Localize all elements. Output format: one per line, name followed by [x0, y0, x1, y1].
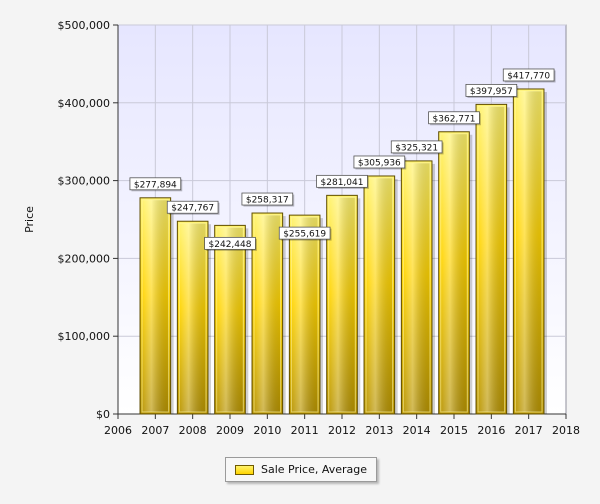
data-label-2008: $247,767	[171, 204, 214, 214]
y-tick-label: $0	[96, 408, 110, 421]
data-label-box	[278, 226, 331, 240]
y-tick-label: $400,000	[58, 97, 111, 110]
bar-highlight	[514, 90, 543, 413]
data-label-2013: $305,936	[358, 158, 401, 168]
bar-highlight	[178, 222, 207, 413]
x-tick-label: 2015	[440, 424, 468, 437]
data-label-box	[428, 111, 480, 125]
data-label-2015: $362,771	[433, 114, 476, 124]
bar-highlight	[440, 133, 468, 413]
bar-highlight	[253, 214, 282, 413]
data-label-box	[353, 155, 406, 169]
y-tick-label: $500,000	[58, 19, 111, 32]
x-tick-label: 2006	[104, 424, 132, 437]
data-label-box	[390, 140, 443, 154]
data-label-2010: $258,317	[246, 196, 289, 206]
bar-highlight	[328, 196, 356, 413]
x-tick-label: 2008	[179, 424, 207, 437]
bar-highlight	[365, 177, 394, 413]
x-tick-label: 2018	[552, 424, 580, 437]
x-tick-label: 2016	[477, 424, 505, 437]
legend-swatch-sale-price-average	[235, 464, 254, 475]
bar-highlight	[216, 226, 244, 413]
x-tick-label: 2010	[253, 424, 281, 437]
y-tick-label: $300,000	[58, 175, 111, 188]
y-axis-title: Price	[23, 206, 36, 233]
data-label-box	[316, 174, 368, 188]
data-label-2012: $281,041	[321, 178, 364, 188]
data-label-2011: $255,619	[283, 230, 326, 240]
x-tick-label: 2007	[141, 424, 169, 437]
y-tick-label: $100,000	[58, 330, 111, 343]
legend-label-sale-price-average: Sale Price, Average	[261, 463, 368, 476]
x-tick-label: 2009	[216, 424, 244, 437]
x-tick-label: 2017	[515, 424, 543, 437]
legend: Sale Price, Average	[225, 457, 377, 482]
x-tick-label: 2013	[365, 424, 393, 437]
bar-highlight	[290, 216, 319, 413]
data-label-2014: $325,321	[395, 143, 438, 153]
bar-highlight	[477, 105, 506, 413]
data-label-2016: $397,957	[470, 87, 513, 97]
data-label-2017: $417,770	[507, 71, 550, 81]
bar-highlight	[402, 162, 431, 413]
data-label-2009: $242,448	[209, 240, 252, 250]
bar-highlight	[141, 199, 170, 413]
x-tick-label: 2014	[403, 424, 431, 437]
data-label-box	[129, 177, 182, 191]
data-label-box	[502, 68, 555, 82]
data-label-2007: $277,894	[134, 180, 177, 190]
data-label-box	[241, 192, 294, 206]
data-label-box	[204, 236, 256, 250]
y-tick-label: $200,000	[58, 252, 111, 265]
x-tick-label: 2012	[328, 424, 356, 437]
data-label-box	[166, 200, 219, 214]
data-label-box	[465, 83, 518, 97]
x-tick-label: 2011	[291, 424, 319, 437]
